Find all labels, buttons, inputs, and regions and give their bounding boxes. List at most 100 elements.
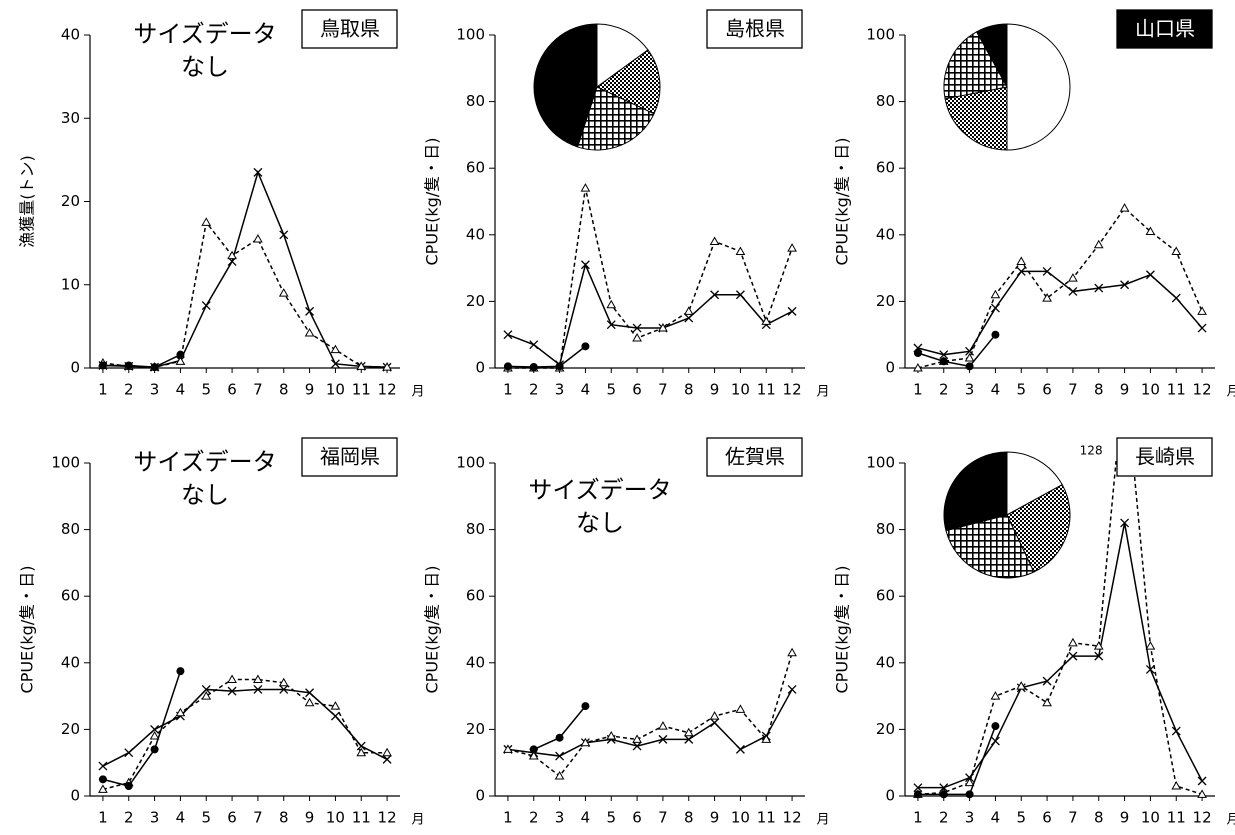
x-tick-label: 9	[1120, 381, 1130, 399]
triangle-marker	[1069, 639, 1077, 646]
annotation: サイズデータ	[528, 476, 671, 504]
y-tick-label: 80	[466, 520, 485, 538]
triangle-marker	[1095, 241, 1103, 248]
x-tick-label: 1	[913, 381, 923, 399]
circle-marker	[991, 331, 999, 339]
triangle-marker	[581, 184, 589, 191]
circle-marker	[914, 790, 922, 798]
x-tick-label: 7	[253, 381, 263, 399]
x-marker	[1198, 777, 1206, 785]
triangle-marker	[1069, 274, 1077, 281]
panel-title: 島根県	[725, 17, 785, 41]
y-tick-label: 20	[61, 720, 80, 738]
series-line	[918, 208, 1202, 368]
series-line	[103, 671, 181, 786]
circle-marker	[504, 362, 512, 370]
triangle-marker	[1172, 247, 1180, 254]
y-tick-label: 100	[456, 454, 485, 472]
series-line	[508, 265, 792, 365]
triangle-marker	[1172, 782, 1180, 789]
x-tick-label: 12	[783, 809, 802, 827]
y-tick-label: 40	[466, 653, 485, 671]
series-line	[534, 706, 586, 749]
series-line	[918, 726, 996, 794]
x-marker	[99, 762, 107, 770]
y-tick-label: 20	[876, 292, 895, 310]
y-tick-label: 40	[876, 653, 895, 671]
x-tick-label: 1	[503, 809, 513, 827]
panel-title: 佐賀県	[725, 445, 785, 469]
circle-marker	[556, 362, 564, 370]
x-axis-label: 月	[411, 385, 424, 400]
y-tick-label: 60	[61, 587, 80, 605]
triangle-marker	[788, 244, 796, 251]
x-tick-label: 8	[1094, 809, 1104, 827]
x-tick-label: 11	[1167, 381, 1186, 399]
x-tick-label: 11	[1167, 809, 1186, 827]
series-line	[508, 188, 792, 368]
x-tick-label: 1	[98, 381, 108, 399]
x-marker	[504, 331, 512, 339]
x-tick-label: 3	[150, 809, 160, 827]
circle-marker	[176, 667, 184, 675]
circle-marker	[556, 734, 564, 742]
y-tick-label: 0	[885, 787, 895, 805]
y-axis-label: 漁獲量(トン)	[18, 155, 37, 248]
series-line	[918, 271, 1202, 354]
y-tick-label: 100	[51, 454, 80, 472]
triangle-marker	[991, 291, 999, 298]
series-line	[918, 370, 1202, 795]
triangle-marker	[383, 749, 391, 756]
y-tick-label: 80	[61, 520, 80, 538]
circle-marker	[151, 745, 159, 753]
x-tick-label: 8	[1094, 381, 1104, 399]
panel-title: 鳥取県	[320, 17, 380, 41]
y-tick-label: 80	[466, 92, 485, 110]
x-tick-label: 8	[279, 809, 289, 827]
y-tick-label: 60	[466, 587, 485, 605]
x-marker	[991, 304, 999, 312]
x-tick-label: 9	[710, 809, 720, 827]
x-axis-label: 月	[1226, 385, 1235, 400]
y-tick-label: 40	[61, 26, 80, 44]
y-tick-label: 60	[466, 159, 485, 177]
x-marker	[1172, 727, 1180, 735]
triangle-marker	[1198, 307, 1206, 314]
x-tick-label: 10	[326, 809, 345, 827]
triangle-marker	[685, 307, 693, 314]
x-marker	[254, 168, 262, 176]
panel-title: 長崎県	[1135, 445, 1195, 469]
y-tick-label: 40	[466, 225, 485, 243]
circle-marker	[581, 342, 589, 350]
x-tick-label: 5	[606, 381, 616, 399]
triangle-marker	[306, 329, 314, 336]
x-tick-label: 12	[1193, 381, 1212, 399]
series-layer	[914, 366, 1206, 799]
x-marker	[1146, 271, 1154, 279]
circle-marker	[125, 362, 133, 370]
x-tick-label: 2	[124, 809, 134, 827]
circle-marker	[530, 745, 538, 753]
x-axis-label: 月	[411, 813, 424, 828]
y-tick-label: 100	[456, 26, 485, 44]
x-tick-label: 6	[1042, 809, 1052, 827]
y-axis-label: CPUE(kg/隻・日)	[833, 566, 852, 694]
circle-marker	[530, 363, 538, 371]
triangle-marker	[607, 732, 615, 739]
x-marker	[788, 685, 796, 693]
y-tick-label: 0	[70, 359, 80, 377]
triangle-marker	[1043, 699, 1051, 706]
x-tick-label: 11	[757, 809, 776, 827]
x-tick-label: 6	[632, 809, 642, 827]
y-axis-label: CPUE(kg/隻・日)	[18, 566, 37, 694]
y-axis-label: CPUE(kg/隻・日)	[833, 138, 852, 266]
circle-marker	[581, 702, 589, 710]
y-tick-label: 20	[876, 720, 895, 738]
x-tick-label: 10	[731, 809, 750, 827]
triangle-marker	[1017, 257, 1025, 264]
x-tick-label: 1	[913, 809, 923, 827]
series-layer	[914, 204, 1206, 371]
